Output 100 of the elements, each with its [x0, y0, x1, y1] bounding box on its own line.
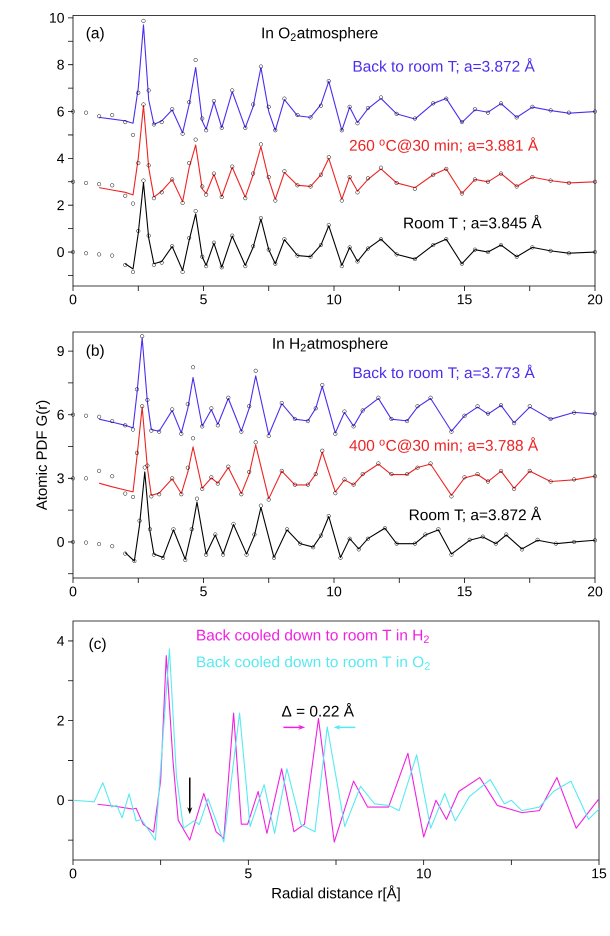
annotation: In O$_{2}$atmosphere: [262, 27, 378, 42]
point: [252, 532, 256, 537]
point: [84, 180, 88, 185]
point: [326, 155, 331, 160]
point: [266, 434, 271, 438]
x-tick-label: 15: [592, 868, 606, 878]
point: [566, 251, 571, 256]
point: [146, 234, 151, 238]
point: [472, 177, 477, 182]
point: [460, 120, 464, 124]
point: [415, 404, 420, 408]
point: [134, 450, 139, 455]
series-label: Back cooled down to room T in O$_{2}$: [197, 656, 430, 670]
annotation: Δ = 0.22 Å: [282, 703, 354, 717]
point: [326, 514, 331, 518]
point: [468, 538, 472, 542]
point: [183, 558, 188, 562]
point: [70, 476, 76, 480]
point: [355, 259, 360, 264]
point: [412, 186, 417, 191]
point: [340, 198, 344, 203]
point: [295, 112, 300, 118]
point: [498, 101, 504, 106]
point: [273, 128, 278, 132]
point: [110, 474, 114, 478]
x-tick-label: 15: [458, 294, 472, 304]
point: [230, 88, 234, 92]
point: [355, 190, 360, 194]
point: [530, 245, 534, 250]
point: [498, 403, 504, 408]
point: [462, 475, 467, 480]
point: [592, 180, 598, 184]
point: [273, 198, 278, 203]
point: [475, 404, 480, 408]
point: [266, 497, 271, 502]
point: [216, 423, 220, 428]
point: [295, 254, 300, 258]
point: [226, 464, 230, 469]
point: [84, 540, 88, 545]
point: [251, 244, 256, 248]
point: [592, 412, 598, 416]
y-tick-label: 2: [57, 716, 64, 726]
point: [212, 98, 216, 104]
point: [258, 216, 263, 220]
point: [145, 464, 150, 468]
point: [475, 472, 480, 476]
point: [213, 532, 218, 537]
point: [366, 106, 370, 110]
point: [282, 169, 286, 174]
annotation: (b): [86, 344, 104, 359]
x-tick-label: 20: [588, 294, 602, 304]
point: [480, 534, 485, 539]
point: [528, 404, 532, 408]
point: [258, 504, 263, 508]
point: [266, 104, 271, 109]
point: [412, 116, 417, 121]
point: [460, 191, 464, 196]
point: [308, 115, 313, 120]
point: [389, 416, 394, 421]
y-tick-label: 6: [57, 106, 64, 116]
annotation: (c): [89, 638, 106, 652]
series-label: Back to room T; a=3.773 Å: [354, 364, 535, 380]
point: [333, 491, 338, 496]
point: [548, 248, 553, 253]
point: [194, 209, 198, 214]
point: [152, 196, 156, 200]
y-tick-label: 9: [57, 346, 64, 356]
point: [314, 472, 318, 476]
point: [498, 242, 504, 248]
point: [472, 107, 477, 112]
point: [340, 264, 344, 268]
point: [148, 527, 152, 532]
point: [306, 482, 310, 487]
x-tick-label: 0: [70, 868, 76, 878]
point: [145, 398, 150, 402]
point: [190, 527, 194, 532]
point: [378, 166, 383, 170]
y-tick-label: 4: [57, 636, 64, 646]
y-tick-label: 6: [57, 410, 64, 420]
point: [356, 547, 361, 552]
point: [449, 430, 454, 434]
point: [394, 112, 399, 116]
point: [444, 237, 448, 242]
point: [282, 96, 286, 101]
point: [97, 114, 102, 118]
point: [220, 194, 224, 200]
point: [70, 540, 76, 544]
line-series: [98, 406, 595, 500]
point: [273, 262, 278, 266]
point: [342, 409, 346, 414]
point: [220, 265, 224, 270]
point: [592, 109, 598, 114]
point: [314, 406, 318, 410]
point: [486, 479, 490, 484]
point: [412, 542, 417, 546]
point: [146, 163, 151, 168]
point: [486, 110, 490, 115]
x-tick-label: 0: [70, 294, 76, 304]
point: [247, 404, 252, 408]
point: [462, 414, 467, 418]
